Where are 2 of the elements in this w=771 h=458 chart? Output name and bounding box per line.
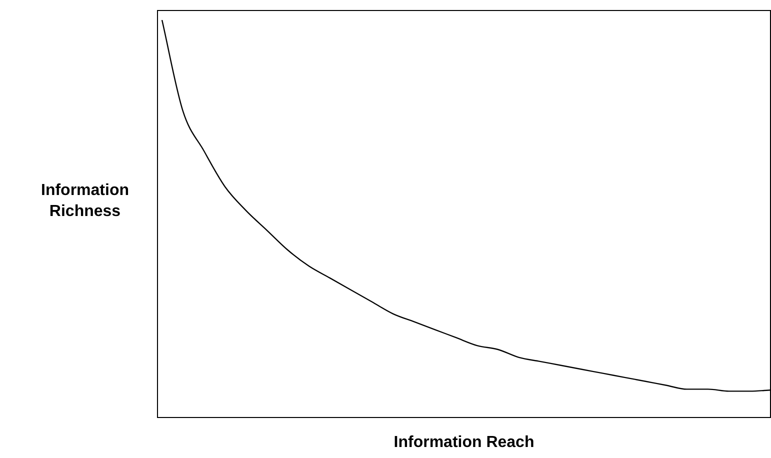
x-axis-title: Information Reach — [392, 433, 536, 453]
y-axis-title: Information Richness — [40, 181, 130, 222]
